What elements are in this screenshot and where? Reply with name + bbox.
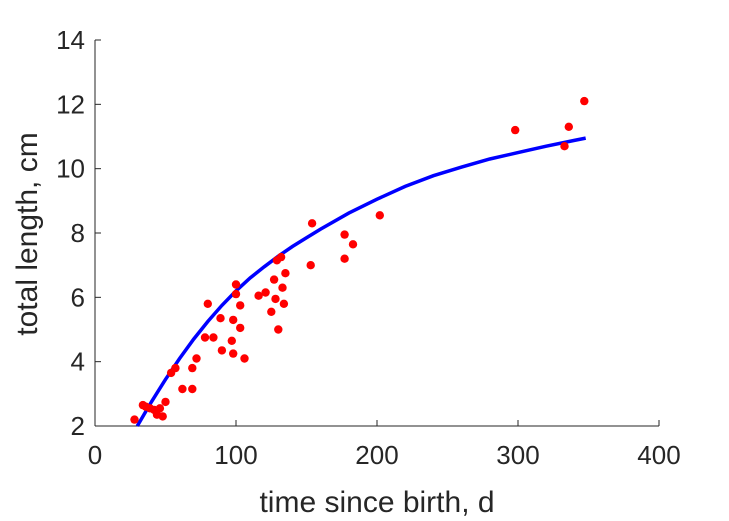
data-point (188, 363, 197, 373)
data-point (178, 384, 187, 394)
data-point (231, 289, 241, 299)
data-point (279, 299, 289, 308)
data-point (171, 363, 180, 373)
data-point (158, 412, 167, 421)
data-point (580, 96, 589, 106)
data-point (306, 261, 315, 270)
axes: 0 100 200 300 400 2 4 6 8 10 12 14 (56, 25, 681, 470)
data-points-layer (130, 96, 589, 424)
data-point (231, 280, 241, 289)
data-point (130, 415, 139, 424)
data-point (216, 314, 225, 323)
fit-curve (135, 136, 587, 427)
data-point (229, 315, 238, 325)
data-point (240, 354, 249, 363)
y-tick-label: 6 (71, 282, 85, 312)
data-point (269, 275, 279, 284)
data-point (200, 333, 210, 342)
data-point (511, 125, 520, 135)
x-tick-label: 100 (214, 440, 257, 470)
data-point (276, 252, 286, 262)
data-point (261, 288, 270, 297)
y-tick-label: 8 (71, 218, 85, 248)
data-point (340, 254, 349, 263)
data-point (203, 299, 212, 308)
data-point (307, 219, 317, 228)
data-point (209, 333, 218, 342)
data-point (229, 349, 238, 358)
data-point (217, 346, 227, 355)
axis-labels: time since birth, d total length, cm (11, 132, 495, 519)
data-point (236, 323, 245, 333)
data-point (281, 269, 290, 278)
y-axis-title: total length, cm (11, 132, 44, 335)
data-point (348, 240, 358, 249)
data-point (227, 336, 236, 345)
x-tick-label: 200 (355, 440, 398, 470)
data-point (155, 404, 165, 413)
data-point (564, 122, 573, 131)
y-tick-label: 4 (71, 347, 85, 377)
x-tick-label: 400 (637, 440, 680, 470)
data-point (267, 307, 276, 316)
data-point (375, 211, 384, 220)
data-point (188, 384, 197, 394)
data-point (161, 397, 170, 407)
fit-curve-layer (135, 136, 587, 427)
x-tick-label: 300 (496, 440, 539, 470)
data-point (274, 325, 283, 334)
y-tick-label: 12 (56, 89, 85, 119)
data-point (254, 291, 263, 300)
data-point (340, 230, 349, 239)
y-tick-label: 2 (71, 411, 85, 441)
data-point (192, 354, 201, 363)
y-tick-label: 10 (56, 154, 85, 184)
data-point (236, 301, 245, 310)
y-tick-label: 14 (56, 25, 85, 55)
x-axis-title: time since birth, d (259, 486, 494, 519)
data-point (271, 294, 280, 304)
data-point (560, 142, 569, 151)
x-tick-label: 0 (88, 440, 102, 470)
data-point (278, 283, 287, 292)
